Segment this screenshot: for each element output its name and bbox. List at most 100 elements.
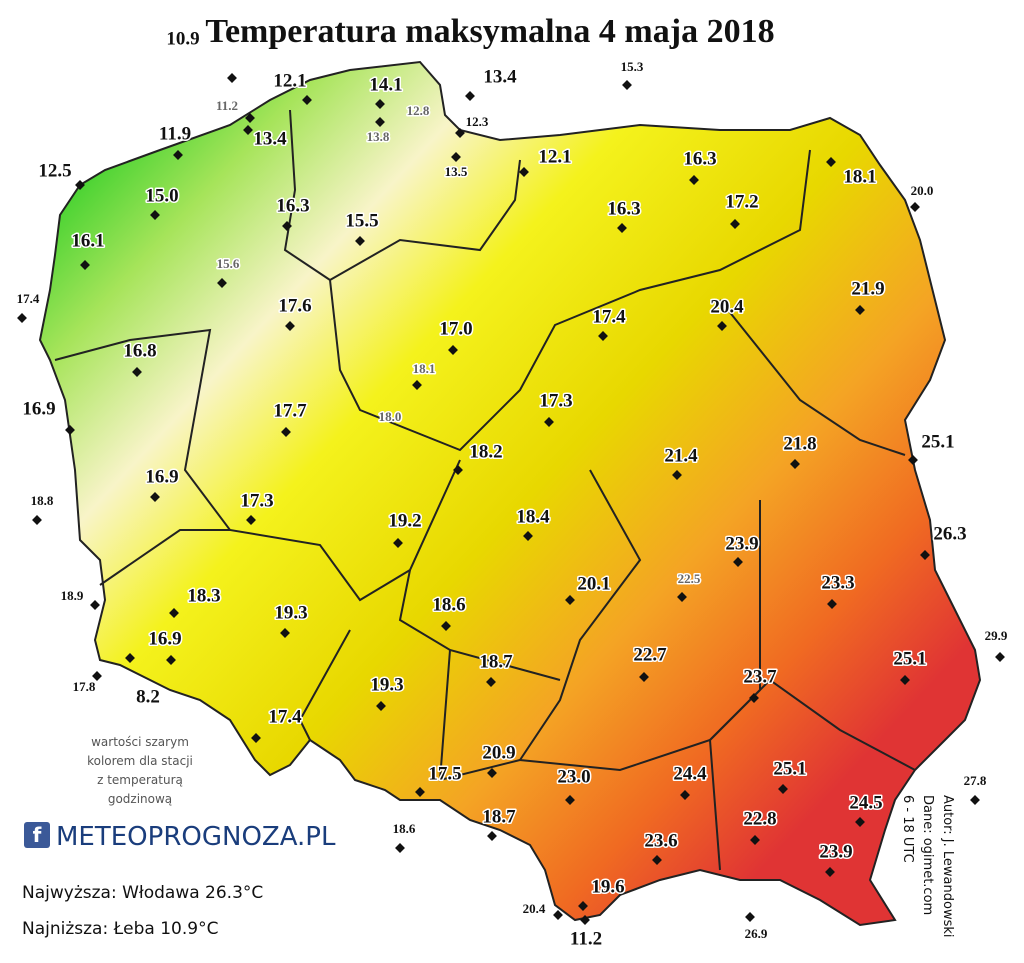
station-dot bbox=[32, 515, 42, 525]
station-dot bbox=[487, 768, 497, 778]
highest: Najwyższa: Włodawa 26.3°C bbox=[22, 883, 263, 903]
station-dot bbox=[150, 492, 160, 502]
credit-line: Autor: J. Lewandowski bbox=[940, 795, 955, 938]
station-temperature: 23.9 bbox=[819, 841, 852, 862]
credit-line: Dane: ogimet.com bbox=[920, 795, 935, 915]
station-dot bbox=[166, 655, 176, 665]
station-temperature: 18.0 bbox=[379, 409, 402, 424]
station-dot bbox=[855, 305, 865, 315]
station-temperature: 16.8 bbox=[123, 340, 156, 361]
station-temperature: 12.1 bbox=[273, 70, 306, 91]
station-dot bbox=[749, 693, 759, 703]
station-dot bbox=[376, 701, 386, 711]
station-dot bbox=[245, 113, 255, 123]
station-temperature: 23.7 bbox=[743, 666, 777, 687]
logo: METEOPROGNOZA.PL bbox=[56, 822, 336, 852]
station-temperature: 23.3 bbox=[821, 572, 854, 593]
station-dot bbox=[243, 125, 253, 135]
map-title: Temperatura maksymalna 4 maja 2018 bbox=[205, 13, 774, 50]
station-temperature: 15.3 bbox=[621, 59, 644, 74]
station-temperature: 14.1 bbox=[369, 74, 402, 95]
station-dot bbox=[652, 855, 662, 865]
station-temperature: 16.1 bbox=[71, 230, 104, 251]
station-dot bbox=[448, 345, 458, 355]
station-dot bbox=[553, 910, 563, 920]
station-temperature: 16.3 bbox=[276, 195, 309, 216]
station-temperature: 17.4 bbox=[17, 291, 40, 306]
station-dot bbox=[778, 784, 788, 794]
station-dot bbox=[246, 515, 256, 525]
station-temperature: 19.2 bbox=[388, 510, 421, 531]
station-dot bbox=[672, 470, 682, 480]
note-line: wartości szarym bbox=[91, 735, 189, 749]
station-temperature: 12.3 bbox=[466, 114, 489, 129]
station-temperature: 22.7 bbox=[633, 644, 667, 665]
station-temperature: 29.9 bbox=[985, 628, 1008, 643]
station-dot bbox=[827, 599, 837, 609]
station-dot bbox=[487, 831, 497, 841]
station-temperature: 20.0 bbox=[911, 183, 934, 198]
station-temperature: 18.6 bbox=[432, 594, 465, 615]
credits: Autor: J. Lewandowski Dane: ogimet.com 6 -… bbox=[900, 795, 955, 938]
station-temperature: 17.4 bbox=[592, 306, 626, 327]
station-dot bbox=[544, 417, 554, 427]
station-temperature: 22.8 bbox=[743, 808, 776, 829]
note-line: godzinową bbox=[108, 792, 172, 806]
station-temperature: 15.5 bbox=[345, 210, 378, 231]
station-temperature: 26.3 bbox=[933, 523, 966, 544]
station-dot bbox=[92, 671, 102, 681]
station-temperature: 17.2 bbox=[725, 191, 758, 212]
station-temperature: 11.2 bbox=[216, 98, 238, 113]
station-dot bbox=[395, 843, 405, 853]
credit-line: 6 - 18 UTC bbox=[900, 795, 915, 863]
station-dot bbox=[617, 223, 627, 233]
station-dot bbox=[622, 80, 632, 90]
station-temperature: 19.3 bbox=[274, 602, 307, 623]
station-temperature: 10.9 bbox=[166, 28, 199, 49]
station-temperature: 17.6 bbox=[278, 295, 311, 316]
station-temperature: 16.9 bbox=[22, 398, 55, 419]
station-temperature: 18.6 bbox=[393, 821, 416, 836]
station-dot bbox=[453, 465, 463, 475]
station-dot bbox=[132, 367, 142, 377]
station-temperature: 20.4 bbox=[710, 296, 744, 317]
station-dot bbox=[355, 236, 365, 246]
station-dot bbox=[519, 167, 529, 177]
station-temperature: 16.3 bbox=[607, 198, 640, 219]
station-temperature: 17.4 bbox=[268, 706, 302, 727]
station-dot bbox=[523, 531, 533, 541]
station-temperature: 25.1 bbox=[773, 758, 806, 779]
station-temperature: 16.9 bbox=[145, 466, 178, 487]
station-dot bbox=[855, 817, 865, 827]
lowest: Najniższa: Łeba 10.9°C bbox=[22, 919, 218, 939]
station-dot bbox=[90, 600, 100, 610]
station-dot bbox=[639, 672, 649, 682]
station-dot bbox=[826, 157, 836, 167]
station-dot bbox=[730, 219, 740, 229]
station-temperature: 25.1 bbox=[893, 648, 926, 669]
station-temperature: 23.9 bbox=[725, 533, 758, 554]
station-temperature: 23.0 bbox=[557, 766, 590, 787]
station-temperature: 24.4 bbox=[673, 763, 707, 784]
station-dot bbox=[280, 628, 290, 638]
station-temperature: 21.9 bbox=[851, 278, 884, 299]
station-temperature: 21.8 bbox=[783, 433, 816, 454]
station-temperature: 25.1 bbox=[921, 431, 954, 452]
station-temperature: 13.8 bbox=[367, 129, 390, 144]
station-dot bbox=[412, 380, 422, 390]
station-dot bbox=[17, 313, 27, 323]
station-dot bbox=[486, 677, 496, 687]
facebook-f: f bbox=[33, 823, 42, 847]
note: wartości szarym kolorem dla stacji z tempe… bbox=[87, 735, 193, 806]
station-temperature: 15.0 bbox=[145, 185, 178, 206]
station-temperature: 12.8 bbox=[407, 103, 430, 118]
station-dot bbox=[565, 795, 575, 805]
station-temperature: 16.3 bbox=[683, 148, 716, 169]
station-dot bbox=[825, 867, 835, 877]
station-dot bbox=[251, 733, 261, 743]
region-borders bbox=[54, 109, 916, 871]
station-temperature: 18.2 bbox=[469, 441, 502, 462]
station-temperature: 13.4 bbox=[253, 128, 287, 149]
station-temperature: 17.7 bbox=[273, 400, 307, 421]
